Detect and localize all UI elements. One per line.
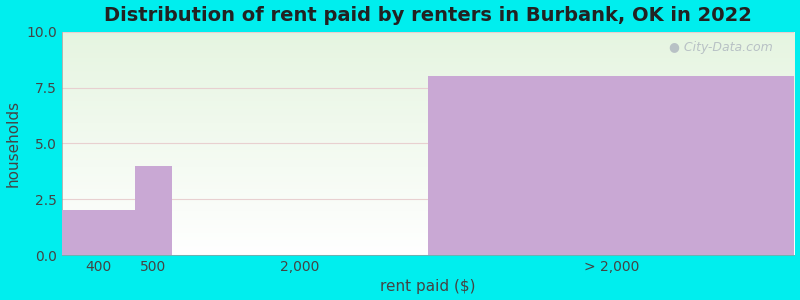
- Bar: [135, 166, 172, 255]
- X-axis label: rent paid ($): rent paid ($): [380, 279, 476, 294]
- Text: ● City-Data.com: ● City-Data.com: [669, 40, 773, 54]
- Y-axis label: households: households: [6, 100, 21, 187]
- Bar: [62, 210, 135, 255]
- Bar: [428, 76, 794, 255]
- Title: Distribution of rent paid by renters in Burbank, OK in 2022: Distribution of rent paid by renters in …: [104, 6, 752, 25]
